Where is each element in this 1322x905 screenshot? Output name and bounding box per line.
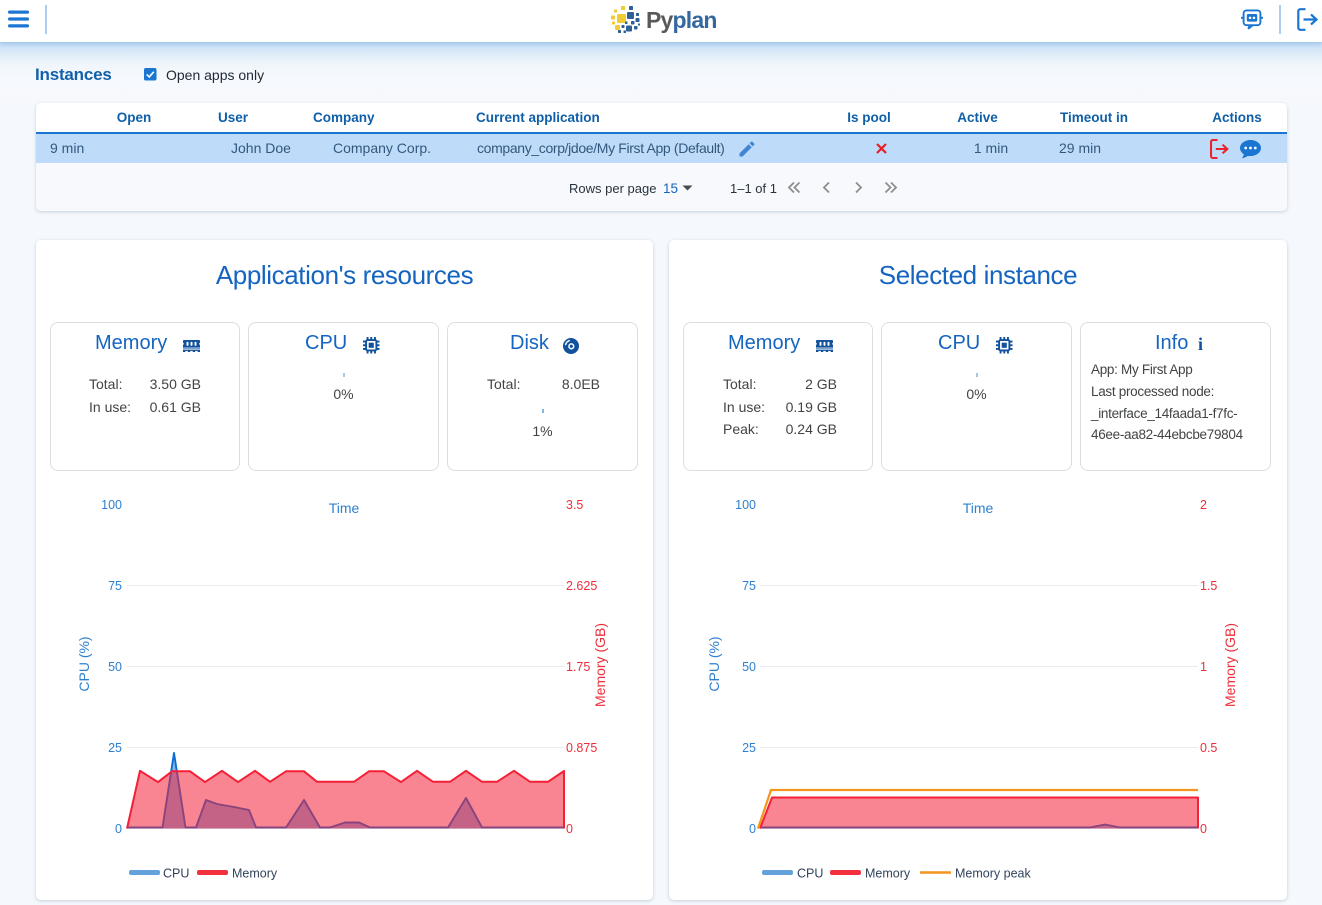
- svg-text:25: 25: [742, 741, 756, 755]
- svg-text:100: 100: [101, 498, 122, 512]
- svg-text:0.5: 0.5: [1200, 741, 1217, 755]
- svg-text:0: 0: [115, 822, 122, 836]
- svg-text:50: 50: [742, 660, 756, 674]
- svg-text:CPU (%): CPU (%): [706, 636, 722, 691]
- svg-text:Time: Time: [329, 500, 360, 516]
- svg-text:2.625: 2.625: [566, 579, 597, 593]
- svg-text:0: 0: [1200, 822, 1207, 836]
- svg-text:CPU: CPU: [163, 867, 189, 881]
- svg-text:1.75: 1.75: [566, 660, 590, 674]
- svg-text:Memory (GB): Memory (GB): [1222, 623, 1238, 707]
- svg-text:100: 100: [735, 498, 756, 512]
- svg-text:0: 0: [749, 822, 756, 836]
- svg-text:Memory (GB): Memory (GB): [592, 623, 608, 707]
- svg-text:CPU: CPU: [797, 867, 823, 881]
- svg-text:0: 0: [566, 822, 573, 836]
- svg-text:1.5: 1.5: [1200, 579, 1217, 593]
- svg-text:Memory: Memory: [232, 867, 278, 881]
- svg-text:2: 2: [1200, 498, 1207, 512]
- svg-text:Memory peak: Memory peak: [955, 867, 1031, 881]
- svg-text:75: 75: [108, 579, 122, 593]
- svg-text:Memory: Memory: [865, 867, 911, 881]
- svg-text:25: 25: [108, 741, 122, 755]
- svg-text:0.875: 0.875: [566, 741, 597, 755]
- svg-text:75: 75: [742, 579, 756, 593]
- svg-text:1: 1: [1200, 660, 1207, 674]
- svg-text:50: 50: [108, 660, 122, 674]
- svg-text:CPU (%): CPU (%): [76, 636, 92, 691]
- svg-text:3.5: 3.5: [566, 498, 583, 512]
- svg-text:Time: Time: [963, 500, 994, 516]
